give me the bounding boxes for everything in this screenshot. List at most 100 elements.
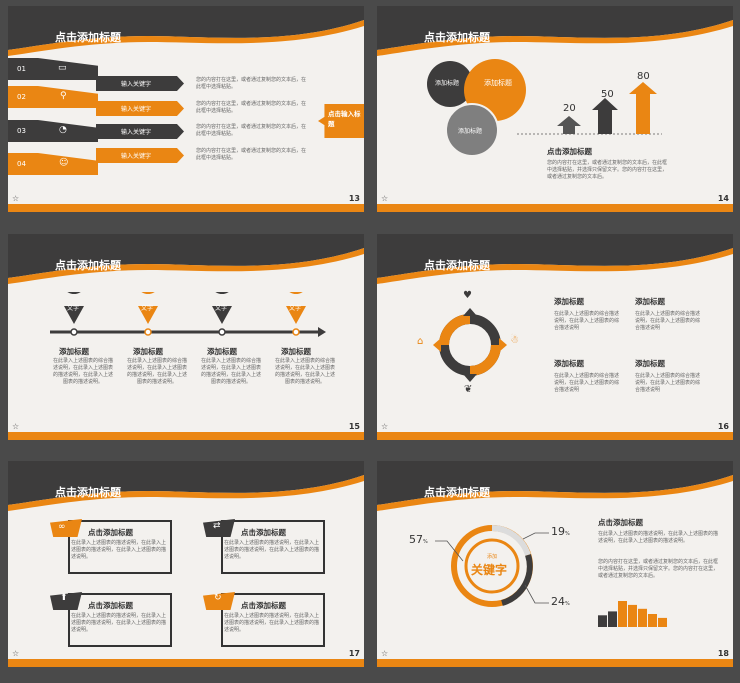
callout-box[interactable] [318, 104, 364, 138]
card-heading: 点击添加标题 [88, 528, 133, 537]
row-04: 04 ☺ [8, 153, 168, 175]
slide-title: 点击添加标题 [55, 259, 121, 272]
stopwatch-icon: ◔ [59, 125, 67, 135]
mini-bar [608, 611, 617, 627]
circle-label: 添加标题 [484, 79, 512, 87]
callout-text: 点击输入标题 [328, 110, 361, 128]
person-icon: ☃ [510, 335, 519, 346]
link-icon: ∞ [58, 522, 66, 532]
heart-icon: ♥ [463, 290, 472, 301]
timeline [50, 292, 326, 337]
card-body: 在此录入上述图表的描述说明，在此录入上述图表的描述说明，在此录入上述图表的描述说… [71, 613, 167, 633]
mini-bar-chart [598, 601, 667, 627]
mini-bar [648, 614, 657, 627]
keyword-label: 输入关键字 [121, 153, 152, 160]
slide-16[interactable]: 点击添加标题 ♥ ⌂ ☃ ❦ 添加标题 添加标题 添加标题 添加标题 在此录入上… [377, 234, 733, 440]
page-number: 14 [717, 194, 729, 203]
header-wave [377, 461, 733, 511]
mini-bar [598, 615, 607, 627]
star-outline-icon: ☆ [381, 649, 389, 658]
footer-bar [377, 659, 733, 667]
donut-chart [451, 525, 533, 607]
head-gears-icon: ☺ [59, 158, 69, 168]
pin-label: 文字 [215, 305, 228, 312]
slide-13[interactable]: 点击添加标题 01 ▭ 02 ⚲ 03 ◔ 04 ☺ 输入关键字 输入关键字 输… [8, 6, 364, 212]
item-heading: 添加标题 [59, 347, 89, 356]
footer-bar [377, 204, 733, 212]
item-heading: 添加标题 [207, 347, 237, 356]
footer-bar [8, 204, 364, 212]
card-heading: 点击添加标题 [241, 528, 286, 537]
mini-bar [628, 604, 637, 627]
tag-3 [50, 592, 82, 610]
slide-title: 点击添加标题 [424, 31, 490, 44]
footer-bar [8, 659, 364, 667]
row-description: 您的内容打在这里，或者通过复制您的文本后，在此框中选择粘贴。 [196, 124, 307, 137]
slide-15[interactable]: 点击添加标题 文字 文字 文字 文字 添加标题 添加标题 添加标题 添加标题 在… [8, 234, 364, 440]
house-icon: ⌂ [417, 336, 424, 347]
slide-17[interactable]: 点击添加标题 ∞ ⇄ ⬆ ↻ 点击添加标题 点击添加标题 点击添加标题 点击添加… [8, 461, 364, 667]
card-body: 在此录入上述图表的描述说明，在此录入上述图表的描述说明，在此录入上述图表的描述说… [224, 613, 320, 633]
cycle-ring [433, 308, 507, 382]
percent-label: 19% [551, 525, 570, 538]
slide-14[interactable]: 点击添加标题 添加标题 添加标题 添加标题 20 50 80 点击添加标题 您的… [377, 6, 733, 212]
circle-label: 添加标题 [435, 80, 460, 87]
row-description: 您的内容打在这里，或者通过复制您的文本后，在此框中选择粘贴。 [196, 101, 307, 114]
item-heading: 添加标题 [635, 359, 665, 368]
star-outline-icon: ☆ [12, 194, 20, 203]
star-outline-icon: ☆ [12, 649, 20, 658]
card-1 [68, 520, 172, 574]
item-heading: 添加标题 [635, 297, 665, 306]
rotate-icon: ↻ [214, 593, 222, 603]
pin-label: 文字 [141, 305, 154, 312]
header-wave [8, 234, 364, 284]
keyword-arrow-3 [96, 124, 184, 139]
star-outline-icon: ☆ [12, 422, 20, 431]
row-02: 02 ⚲ [8, 86, 168, 108]
star-outline-icon: ☆ [381, 422, 389, 431]
item-body: 在此录入上述图表的综合描述说明，在此录入上述图表的综合描述说明 [635, 373, 701, 393]
row-description: 您的内容打在这里，或者通过复制您的文本后，在此框中选择粘贴。 [196, 148, 307, 161]
pin-label: 文字 [67, 305, 80, 312]
mini-bar [618, 601, 627, 627]
page-number: 13 [348, 194, 360, 203]
section-heading: 点击添加标题 [598, 518, 643, 527]
header-wave [377, 234, 733, 284]
donut-center-label: 关键字 [471, 563, 508, 577]
section-body: 在此录入上述图表的描述说明，在此录入上述图表的描述说明，在此录入上述图表的描述说… [598, 531, 719, 544]
item-body: 在此录入上述图表的综合描述说明，在此录入上述图表的综合描述说明 [554, 311, 620, 331]
row-number: 04 [17, 160, 26, 168]
laptop-icon: ▭ [58, 63, 67, 73]
circle-gray [445, 103, 499, 157]
page-number: 17 [348, 649, 360, 658]
card-3 [68, 593, 172, 647]
keyword-label: 输入关键字 [121, 106, 152, 113]
section-heading: 点击添加标题 [547, 147, 592, 156]
item-body: 在此录入上述图表的综合描述说明，在此录入上述图表的描述说明，在此录入上述图表的描… [126, 358, 187, 385]
keyword-arrow-4 [96, 148, 184, 163]
item-heading: 添加标题 [281, 347, 311, 356]
slide-18[interactable]: 点击添加标题 添加 关键字 57% 19% 24% 点击添加标题 在此录入上述图… [377, 461, 733, 667]
header-wave [8, 461, 364, 511]
row-number: 01 [17, 65, 26, 73]
item-heading: 添加标题 [554, 359, 584, 368]
row-description: 您的内容打在这里，或者通过复制您的文本后，在此框中选择粘贴。 [196, 77, 307, 90]
pin-label: 文字 [289, 305, 302, 312]
mini-bar [658, 617, 667, 627]
row-01: 01 ▭ [8, 58, 168, 80]
slide-title: 点击添加标题 [55, 486, 121, 499]
footer-bar [377, 432, 733, 440]
star-outline-icon: ☆ [381, 194, 389, 203]
footer-bar [8, 432, 364, 440]
card-body: 在此录入上述图表的描述说明，在此录入上述图表的描述说明，在此录入上述图表的描述说… [224, 540, 320, 560]
value-label: 50 [601, 89, 614, 100]
tag-4 [203, 592, 235, 610]
row-number: 02 [17, 93, 26, 101]
value-label: 80 [637, 71, 650, 82]
slide-title: 点击添加标题 [424, 486, 490, 499]
card-heading: 点击添加标题 [241, 601, 286, 610]
growth-arrows [517, 82, 662, 135]
circle-label: 添加标题 [458, 128, 483, 135]
item-body: 在此录入上述图表的综合描述说明，在此录入上述图表的描述说明，在此录入上述图表的描… [52, 358, 113, 385]
page-number: 16 [717, 422, 729, 431]
